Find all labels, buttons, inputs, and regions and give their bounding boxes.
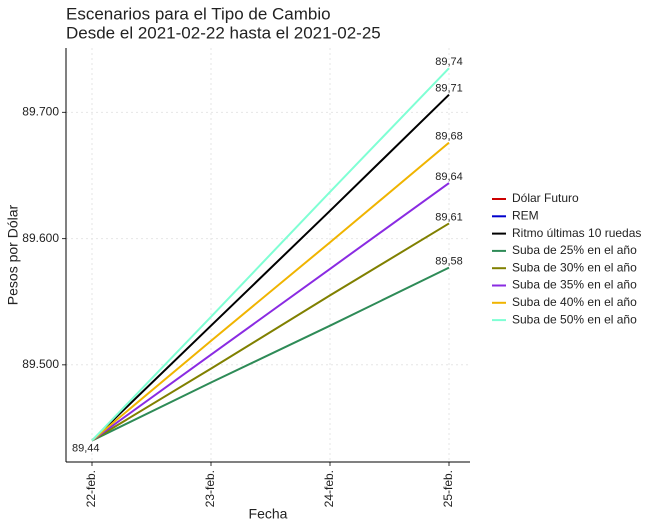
x-tick-label: 22-feb. <box>84 470 98 507</box>
legend-label: Suba de 35% en el año <box>512 278 637 292</box>
data-label: 89,71 <box>435 83 463 95</box>
y-axis-label: Pesos por Dólar <box>5 204 21 305</box>
series-line <box>91 182 450 442</box>
series-line <box>91 266 450 442</box>
legend-label: Ritmo últimas 10 ruedas <box>512 226 641 240</box>
series-line <box>91 141 450 442</box>
series-line <box>91 67 450 442</box>
series-line <box>91 222 450 442</box>
legend-label: REM <box>512 208 539 222</box>
legend-label: Suba de 50% en el año <box>512 312 637 326</box>
x-tick-label: 24-feb. <box>322 470 336 507</box>
data-label: 89,58 <box>435 256 463 268</box>
series-line <box>91 93 450 442</box>
data-label: 89,61 <box>435 211 463 223</box>
chart-subtitle: Desde el 2021-02-22 hasta el 2021-02-25 <box>66 23 381 42</box>
x-axis-label: Fecha <box>249 506 288 522</box>
y-tick-label: 89.500 <box>22 357 59 371</box>
data-label: 89,68 <box>435 131 463 143</box>
legend-label: Dólar Futuro <box>512 191 579 205</box>
legend-label: Suba de 40% en el año <box>512 295 637 309</box>
data-label: 89,44 <box>72 442 100 454</box>
chart-title: Escenarios para el Tipo de Cambio <box>66 4 331 23</box>
data-label: 89,74 <box>435 56 463 68</box>
data-label: 89,64 <box>435 171 463 183</box>
x-tick-label: 23-feb. <box>203 470 217 507</box>
x-tick-label: 25-feb. <box>441 470 455 507</box>
y-tick-label: 89.700 <box>22 105 59 119</box>
y-tick-label: 89.600 <box>22 231 59 245</box>
legend-label: Suba de 30% en el año <box>512 260 637 274</box>
legend-label: Suba de 25% en el año <box>512 243 637 257</box>
